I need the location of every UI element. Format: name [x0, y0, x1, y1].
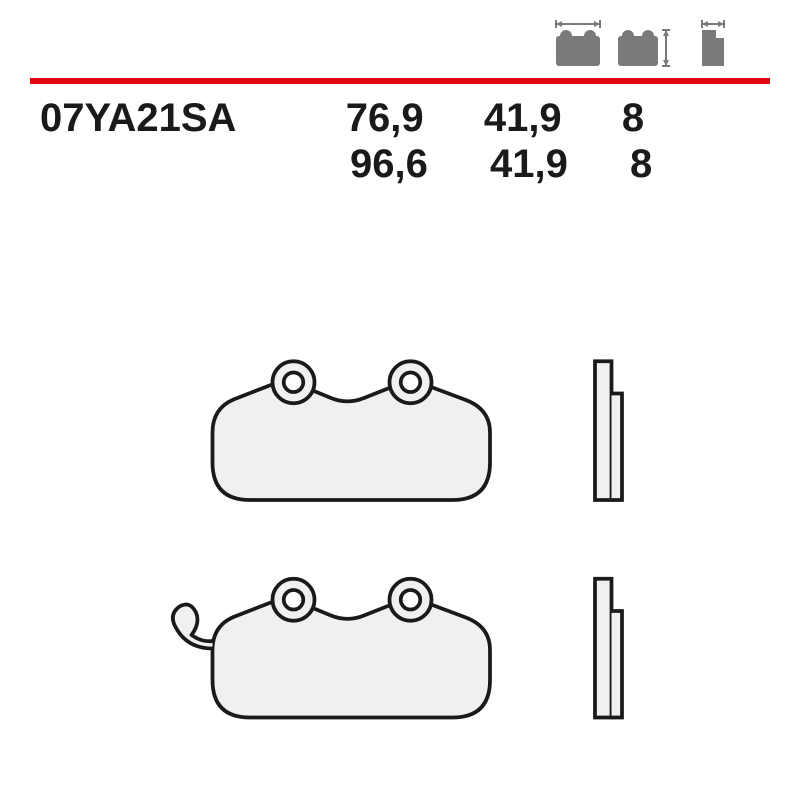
height-icon [614, 18, 674, 68]
thickness-icon [680, 18, 740, 68]
dimension-icons [548, 18, 740, 68]
part-number: 07YA21SA [40, 96, 346, 141]
brake-pad-top [213, 361, 491, 603]
side-view-top [595, 361, 622, 500]
width-icon [548, 18, 608, 68]
dim-width-2: 96,6 [350, 142, 490, 187]
side-view-bottom [595, 579, 622, 718]
spec-row-2: 96,6 41,9 8 [350, 142, 770, 187]
dim-width-1: 76,9 [346, 96, 484, 141]
dim-thickness-2: 8 [630, 142, 770, 187]
dim-height-2: 41,9 [490, 142, 630, 187]
divider-line [30, 78, 770, 84]
brake-pad-diagram [0, 200, 800, 800]
spec-row-1: 07YA21SA 76,9 41,9 8 [40, 96, 760, 141]
dim-height-1: 41,9 [484, 96, 622, 141]
dim-thickness-1: 8 [622, 96, 760, 141]
brake-pad-bottom [173, 579, 490, 718]
